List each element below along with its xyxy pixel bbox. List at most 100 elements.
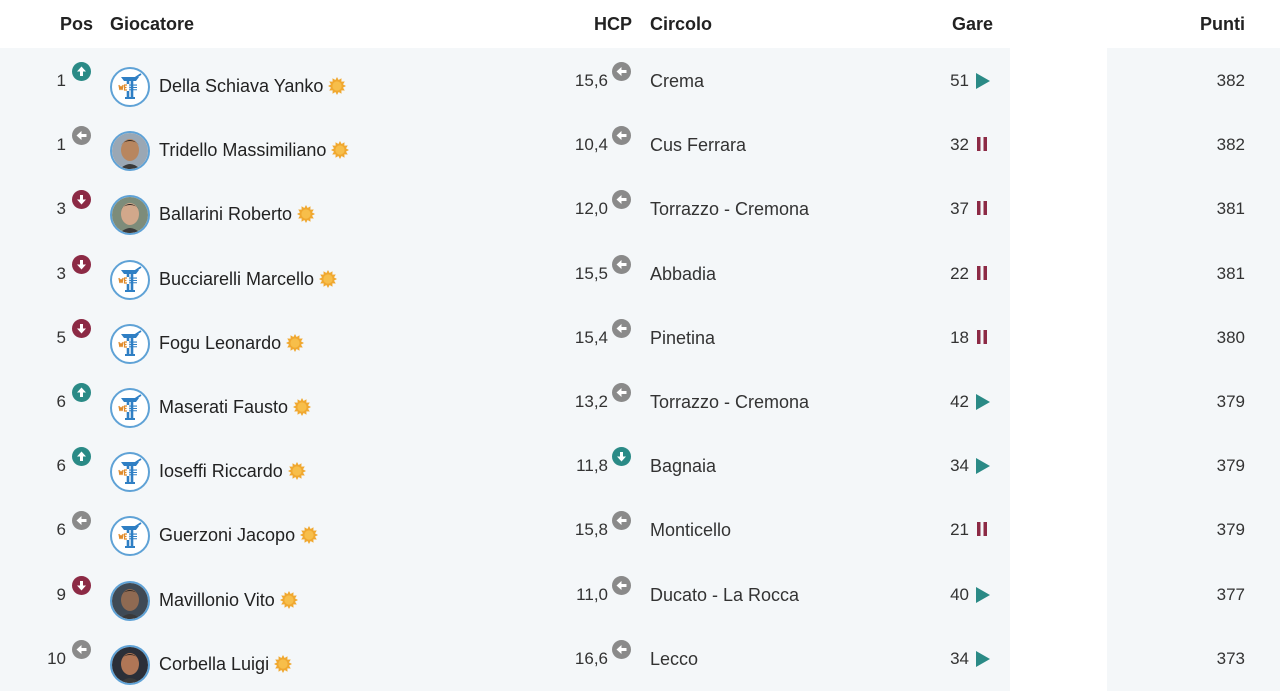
header-punti[interactable]: Punti xyxy=(1200,14,1245,34)
table-row[interactable]: 1 Tridello Massimiliano 10,4 Cus Ferrara 32 3… xyxy=(0,120,1280,184)
play-icon[interactable] xyxy=(975,72,991,95)
club-logo-avatar[interactable] xyxy=(110,452,150,493)
player-avatar[interactable] xyxy=(110,580,150,621)
club-logo-avatar[interactable] xyxy=(110,323,150,364)
arrow-left-icon xyxy=(612,126,631,146)
player-name[interactable]: Guerzoni Jacopo xyxy=(159,525,319,549)
points-value: 381 xyxy=(1216,199,1245,219)
player-name-text[interactable]: Fogu Leonardo xyxy=(159,332,282,353)
table-row[interactable]: 5 Fogu Leonardo 15,4 Pinetina 18 380 xyxy=(0,313,1280,377)
badge-star-icon xyxy=(297,205,316,228)
arrow-left-icon xyxy=(72,511,91,531)
player-name[interactable]: Ioseffi Riccardo xyxy=(159,461,306,485)
club-name[interactable]: Abbadia xyxy=(650,263,717,284)
gare-count: 21 xyxy=(950,520,969,540)
arrow-left-icon xyxy=(612,62,631,81)
player-name[interactable]: Bucciarelli Marcello xyxy=(159,268,338,293)
header-gare[interactable]: Gare xyxy=(951,14,993,34)
player-name-text[interactable]: Ballarini Roberto xyxy=(159,204,293,225)
play-icon[interactable] xyxy=(975,393,991,416)
player-name-text[interactable]: Bucciarelli Marcello xyxy=(159,268,315,289)
play-icon[interactable] xyxy=(975,586,991,609)
club-name[interactable]: Cus Ferrara xyxy=(650,135,747,156)
table-header: Pos Giocatore HCP Circolo Gare Punti xyxy=(0,0,1280,48)
table-row[interactable]: 6 Ioseffi Riccardo 11,8 Bagnaia 34 379 xyxy=(0,441,1280,505)
player-name[interactable]: Ballarini Roberto xyxy=(159,204,316,228)
player-name[interactable]: Corbella Luigi xyxy=(159,653,293,678)
badge-star-icon xyxy=(279,590,298,614)
player-name-text[interactable]: Guerzoni Jacopo xyxy=(159,525,296,546)
badge-star-icon xyxy=(286,333,305,357)
header-pos[interactable]: Pos xyxy=(60,14,94,34)
pause-icon[interactable] xyxy=(975,265,989,286)
header-club[interactable]: Circolo xyxy=(650,14,713,34)
position-value: 6 xyxy=(56,456,66,476)
position-value: 3 xyxy=(56,263,66,283)
player-name-text[interactable]: Della Schiava Yanko xyxy=(159,76,324,96)
player-name[interactable]: Mavillonio Vito xyxy=(159,590,298,614)
arrow-left-icon xyxy=(612,639,631,659)
table-row[interactable]: 3 Ballarini Roberto 12,0 Torrazzo - Cremona… xyxy=(0,184,1280,248)
table-row[interactable]: 3 Bucciarelli Marcello 15,5 Abbadia 22 381 xyxy=(0,249,1280,313)
points-value: 382 xyxy=(1216,71,1245,90)
player-name-text[interactable]: Ioseffi Riccardo xyxy=(159,461,283,482)
arrow-up-icon xyxy=(72,62,91,81)
club-name[interactable]: Crema xyxy=(650,71,705,91)
gare-count: 37 xyxy=(950,199,969,219)
hcp-value: 11,8 xyxy=(576,456,608,476)
player-avatar[interactable] xyxy=(110,644,150,685)
play-icon[interactable] xyxy=(975,457,991,480)
badge-star-icon xyxy=(287,462,306,485)
player-name-text[interactable]: Corbella Luigi xyxy=(159,653,270,674)
table-row[interactable]: 6 Guerzoni Jacopo 15,8 Monticello 21 379 xyxy=(0,505,1280,569)
play-icon[interactable] xyxy=(975,650,991,673)
pause-icon[interactable] xyxy=(975,329,989,350)
club-logo-avatar[interactable] xyxy=(110,516,150,557)
club-logo-avatar[interactable] xyxy=(110,388,150,428)
hcp-value: 15,5 xyxy=(574,263,608,283)
player-name-text[interactable]: Maserati Fausto xyxy=(159,397,289,417)
position-value: 3 xyxy=(56,199,66,219)
points-value: 381 xyxy=(1216,263,1245,283)
table-row[interactable]: 1 Della Schiava Yanko 15,6 Crema 51 382 xyxy=(0,56,1280,120)
hcp-value: 16,6 xyxy=(574,648,608,668)
points-column-background xyxy=(1107,48,1280,691)
player-name-text[interactable]: Mavillonio Vito xyxy=(159,589,275,610)
hcp-value: 15,6 xyxy=(574,71,608,90)
badge-star-icon xyxy=(331,141,350,164)
player-name[interactable]: Della Schiava Yanko xyxy=(159,76,347,100)
player-name[interactable]: Fogu Leonardo xyxy=(159,332,305,357)
club-name[interactable]: Ducato - La Rocca xyxy=(650,584,800,605)
player-avatar[interactable] xyxy=(110,195,150,236)
club-name[interactable]: Pinetina xyxy=(650,327,716,348)
club-logo-avatar[interactable] xyxy=(110,67,150,107)
arrow-down-icon xyxy=(72,254,91,274)
player-avatar[interactable] xyxy=(110,131,150,172)
badge-star-icon xyxy=(300,526,319,549)
badge-star-icon xyxy=(319,269,338,293)
arrow-left-icon xyxy=(72,639,91,659)
arrow-left-icon xyxy=(612,254,631,274)
gare-count: 32 xyxy=(950,135,969,155)
pause-icon[interactable] xyxy=(975,200,989,221)
pause-icon[interactable] xyxy=(975,521,989,542)
club-name[interactable]: Lecco xyxy=(650,648,699,669)
gare-count: 34 xyxy=(950,648,969,668)
club-name[interactable]: Torrazzo - Cremona xyxy=(650,392,810,412)
header-player[interactable]: Giocatore xyxy=(110,14,195,34)
club-name[interactable]: Monticello xyxy=(650,520,732,541)
hcp-value: 13,2 xyxy=(574,392,608,411)
table-row[interactable]: 6 Maserati Fausto 13,2 Torrazzo - Cremona 42… xyxy=(0,377,1280,441)
table-row[interactable]: 9 Mavillonio Vito 11,0 Ducato - La Rocca 40 3… xyxy=(0,570,1280,634)
club-name[interactable]: Bagnaia xyxy=(650,456,717,477)
table-row[interactable]: 10 Corbella Luigi 16,6 Lecco 34 373 xyxy=(0,634,1280,698)
club-logo-avatar[interactable] xyxy=(110,259,150,300)
player-name[interactable]: Tridello Massimiliano xyxy=(159,140,350,164)
header-hcp[interactable]: HCP xyxy=(593,14,632,34)
arrow-down-icon xyxy=(72,575,91,595)
arrow-left-icon xyxy=(612,190,631,210)
player-name-text[interactable]: Tridello Massimiliano xyxy=(159,140,327,161)
player-name[interactable]: Maserati Fausto xyxy=(159,397,312,421)
pause-icon[interactable] xyxy=(975,136,989,157)
club-name[interactable]: Torrazzo - Cremona xyxy=(650,199,810,220)
